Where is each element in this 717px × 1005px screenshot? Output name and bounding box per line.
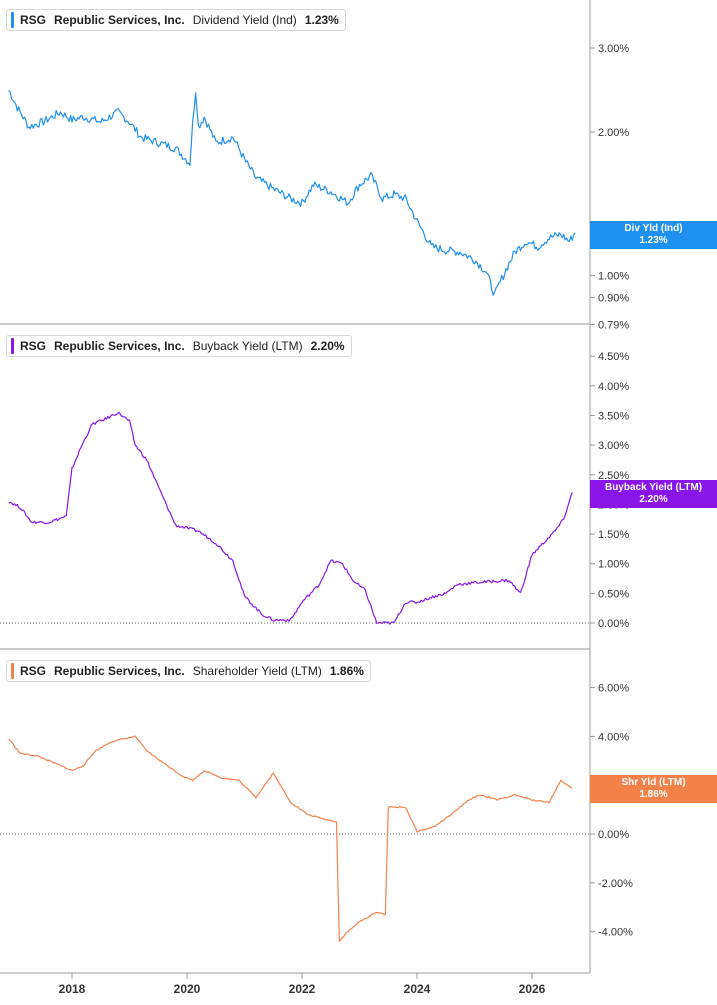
legend-ticker: RSG (20, 13, 47, 27)
series-layer (8, 89, 576, 942)
grid-layer (0, 0, 591, 974)
dividend-yield-legend[interactable]: RSG Republic Services, Inc. Dividend Yie… (6, 9, 346, 31)
shr-series-line (8, 735, 573, 942)
y-tick-label: 0.00% (598, 829, 629, 841)
legend-metric: Dividend Yield (Ind) (192, 13, 297, 27)
x-tick-label: 2018 (59, 982, 86, 996)
y-tick-label: 3.00% (598, 440, 629, 452)
shareholder-last-value-tag: Shr Yld (LTM) 1.86% (590, 775, 717, 803)
x-tick-label: 2020 (174, 982, 201, 996)
tag-value: 1.86% (639, 789, 668, 800)
y-tick-label: 2.00% (598, 127, 629, 139)
y-tick-label: 4.50% (598, 351, 629, 363)
y-tick-label: -2.00% (598, 878, 633, 890)
tag-label: Shr Yld (LTM) (621, 777, 686, 788)
y-tick-label: 0.90% (598, 292, 629, 304)
x-tick-label: 2022 (289, 982, 316, 996)
shareholder-yield-legend[interactable]: RSG Republic Services, Inc. Shareholder … (6, 660, 371, 682)
div-series-line (8, 89, 576, 296)
buy-series-line (8, 411, 573, 625)
legend-ticker: RSG (20, 339, 47, 353)
y-tick-label: 0.79% (598, 319, 629, 331)
dividend-last-value-tag: Div Yld (Ind) 1.23% (590, 221, 717, 249)
tag-label: Div Yld (Ind) (624, 223, 683, 234)
y-tick-label: 1.50% (598, 529, 629, 541)
y-tick-label: 1.00% (598, 559, 629, 571)
legend-ticker: RSG (20, 664, 47, 678)
x-tick-label: 2024 (404, 982, 431, 996)
tag-value: 1.23% (639, 235, 668, 246)
y-tick-label: 0.50% (598, 588, 629, 600)
y-tick-label: 3.50% (598, 410, 629, 422)
y-tick-label: 4.00% (598, 731, 629, 743)
x-tick-label: 2026 (519, 982, 546, 996)
y-tick-label: 6.00% (598, 683, 629, 695)
buyback-color-swatch (11, 338, 14, 354)
legend-value: 1.23% (304, 13, 339, 27)
legend-company: Republic Services, Inc. (54, 339, 185, 353)
legend-metric: Buyback Yield (LTM) (192, 339, 303, 353)
legend-value: 1.86% (329, 664, 364, 678)
dividend-color-swatch (11, 12, 14, 28)
y-tick-label: -4.00% (598, 927, 633, 939)
y-tick-label: 1.00% (598, 271, 629, 283)
tag-label: Buyback Yield (LTM) (604, 482, 703, 493)
tag-value: 2.20% (639, 494, 668, 505)
y-tick-label: 2.50% (598, 470, 629, 482)
legend-value: 2.20% (310, 339, 345, 353)
legend-metric: Shareholder Yield (LTM) (192, 664, 322, 678)
y-tick-label: 0.00% (598, 618, 629, 630)
y-tick-label: 3.00% (598, 43, 629, 55)
legend-company: Republic Services, Inc. (54, 13, 185, 27)
shareholder-color-swatch (11, 663, 14, 679)
buyback-last-value-tag: Buyback Yield (LTM) 2.20% (590, 480, 717, 508)
legend-company: Republic Services, Inc. (54, 664, 185, 678)
axis-layer: 3.00% 2.00% 1.00% 0.90% 0.79% 4.50% 4.00% 3.50%… (59, 43, 633, 996)
buyback-yield-legend[interactable]: RSG Republic Services, Inc. Buyback Yiel… (6, 335, 352, 357)
y-tick-label: 4.00% (598, 381, 629, 393)
